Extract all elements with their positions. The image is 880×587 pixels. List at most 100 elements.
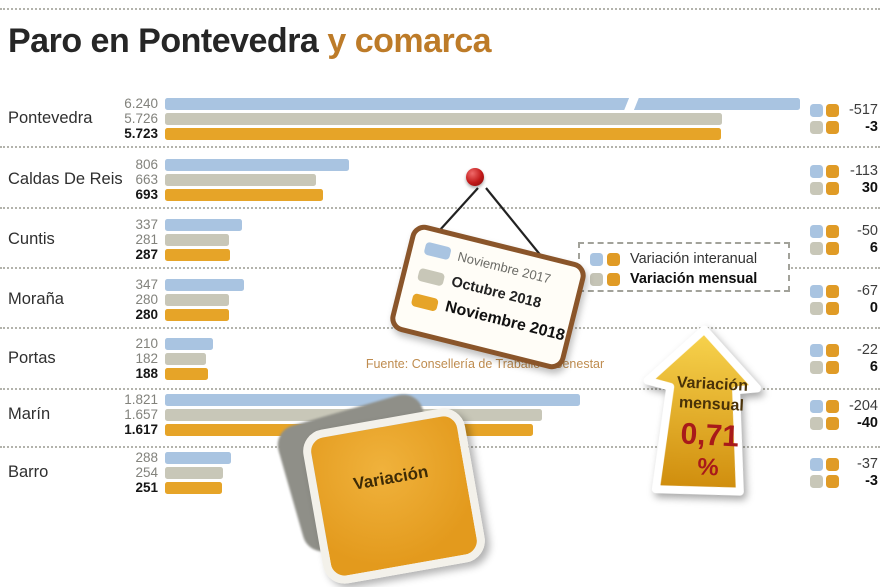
- bar-noviembre-2018: [165, 309, 229, 321]
- bar-value-label: 347: [135, 277, 158, 292]
- row-moraña: Moraña 347 280 280 -67 0: [0, 275, 880, 327]
- bar-octubre-2018: [165, 294, 229, 306]
- monthly-variation-value: 0: [869, 300, 878, 316]
- swatch-nov2018-icon: [826, 182, 839, 195]
- bar-value-label: 663: [135, 172, 158, 187]
- variation-swatch-icon: [607, 272, 620, 286]
- bar-value-label: 188: [135, 366, 158, 381]
- swatch-nov2017-icon: [810, 344, 823, 357]
- bar-value-label: 1.657: [124, 407, 158, 422]
- interannual-variation-value: -50: [857, 223, 878, 239]
- bar-noviembre-2017: [165, 159, 349, 171]
- bar-value-label: 251: [135, 480, 158, 495]
- bar-value-label: 287: [135, 247, 158, 262]
- swatch-oct2018-icon: [810, 475, 823, 488]
- bar-value-label: 6.240: [124, 96, 158, 111]
- swatch-nov2018-icon: [826, 417, 839, 430]
- bar-noviembre-2017: [165, 338, 213, 350]
- bar-value-label: 806: [135, 157, 158, 172]
- monthly-variation-value: 30: [861, 180, 878, 196]
- swatch-nov2018-icon: [826, 225, 839, 238]
- bar-value-label: 254: [135, 465, 158, 480]
- interannual-variation-value: -67: [857, 283, 878, 299]
- interannual-variation-value: -204: [848, 398, 878, 414]
- swatch-nov2018-icon: [826, 458, 839, 471]
- variation-swatch-icon: [590, 252, 603, 266]
- monthly-variation-value: -3: [865, 119, 878, 135]
- interannual-variation-value: -113: [850, 163, 878, 179]
- title-accent: y comarca: [327, 22, 492, 60]
- row-caldas-de-reis: Caldas De Reis 806 663 693 -113 30: [0, 155, 880, 207]
- swatch-nov2018-icon: [826, 285, 839, 298]
- municipality-label: Moraña: [8, 290, 64, 308]
- bar-octubre-2018: [165, 113, 722, 125]
- bar-value-label: 1.617: [124, 422, 158, 437]
- monthly-variation-value: -40: [857, 415, 878, 431]
- bar-value-label: 281: [135, 232, 158, 247]
- bar-noviembre-2018: [165, 482, 222, 494]
- swatch-nov2018-icon: [826, 121, 839, 134]
- legend-swatch-icon: [423, 241, 452, 261]
- swatch-nov2018-icon: [826, 400, 839, 413]
- bar-value-label: 1.821: [124, 392, 158, 407]
- bar-noviembre-2018: [165, 249, 230, 261]
- swatch-nov2017-icon: [810, 104, 823, 117]
- swatch-nov2018-icon: [826, 475, 839, 488]
- row-separator-line: [0, 8, 880, 10]
- bar-value-label: 288: [135, 450, 158, 465]
- variation-legend: Variación interanual Variación mensual: [578, 242, 790, 292]
- bar-noviembre-2018: [165, 189, 323, 201]
- monthly-variation-value: -3: [865, 473, 878, 489]
- municipality-label: Marín: [8, 405, 51, 423]
- swatch-nov2018-icon: [826, 104, 839, 117]
- swatch-oct2018-icon: [810, 242, 823, 255]
- interannual-variation-value: -22: [857, 342, 878, 358]
- row-barro: Barro 288 254 251 -37 -3: [0, 448, 880, 500]
- bar-value-label: 210: [135, 336, 158, 351]
- municipality-label: Pontevedra: [8, 109, 93, 127]
- bar-noviembre-2017: [165, 279, 244, 291]
- bar-octubre-2018: [165, 353, 206, 365]
- row-separator-line: [0, 146, 880, 148]
- bar-noviembre-2018: [165, 368, 208, 380]
- bar-value-label: 5.726: [124, 111, 158, 126]
- interannual-variation-value: -517: [848, 102, 878, 118]
- swatch-nov2018-icon: [826, 165, 839, 178]
- swatch-nov2018-icon: [826, 302, 839, 315]
- swatch-nov2018-icon: [826, 242, 839, 255]
- bar-value-label: 5.723: [124, 126, 158, 141]
- axis-break-mark: [623, 93, 640, 115]
- bottom-tag-label: Variación: [351, 461, 430, 494]
- pushpin-icon: [466, 168, 484, 186]
- interannual-variation-value: -37: [857, 456, 878, 472]
- row-portas: Portas 210 182 188 -22 6: [0, 334, 880, 386]
- bar-noviembre-2017: [165, 219, 242, 231]
- title-main: Paro en Pontevedra: [8, 22, 319, 60]
- bar-octubre-2018: [165, 467, 223, 479]
- variation-swatch-icon: [590, 272, 603, 286]
- bar-value-label: 693: [135, 187, 158, 202]
- monthly-variation-arrow-badge: Variación mensual 0,71 %: [632, 320, 791, 503]
- bar-value-label: 280: [135, 307, 158, 322]
- bar-value-label: 337: [135, 217, 158, 232]
- row-separator-line: [0, 207, 880, 209]
- monthly-variation-value: 6: [869, 359, 878, 375]
- up-arrow-icon: [643, 325, 762, 496]
- row-pontevedra: Pontevedra 6.240 5.726 5.723 -517 -3: [0, 93, 880, 146]
- swatch-oct2018-icon: [810, 302, 823, 315]
- swatch-oct2018-icon: [810, 417, 823, 430]
- bar-noviembre-2017: [165, 394, 580, 406]
- swatch-nov2017-icon: [810, 285, 823, 298]
- variation-legend-row: Variación interanual: [590, 249, 788, 269]
- bar-noviembre-2017: [165, 452, 231, 464]
- municipality-label: Cuntis: [8, 230, 55, 248]
- variation-swatch-icon: [607, 252, 620, 266]
- municipality-label: Portas: [8, 349, 56, 367]
- swatch-nov2018-icon: [826, 361, 839, 374]
- bar-noviembre-2018: [165, 128, 721, 140]
- municipality-label: Barro: [8, 463, 49, 481]
- bar-noviembre-2017: [165, 93, 800, 115]
- variation-legend-row: Variación mensual: [590, 269, 788, 289]
- swatch-oct2018-icon: [810, 182, 823, 195]
- monthly-variation-value: 6: [869, 240, 878, 256]
